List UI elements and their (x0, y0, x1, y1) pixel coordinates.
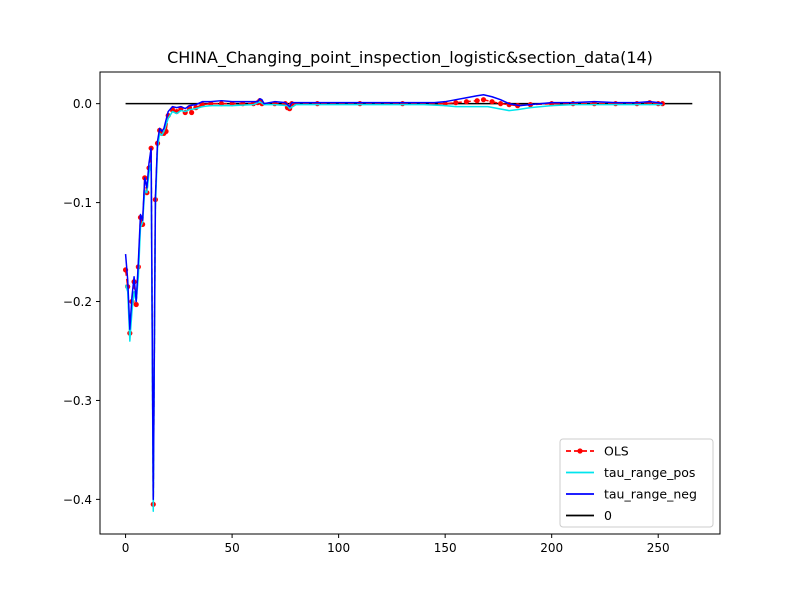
legend-box (559, 438, 714, 528)
ols-point-46 (453, 100, 459, 106)
y-tick-label-4: −0.4 (63, 493, 92, 507)
legend-label-0: OLS (604, 444, 629, 459)
ols-point-50 (489, 99, 495, 105)
x-tick-label-3: 150 (434, 541, 457, 555)
x-tick-label-0: 0 (122, 541, 130, 555)
ols-point-47 (463, 99, 470, 105)
legend-marker-0 (577, 448, 583, 454)
ols-point-51 (497, 101, 504, 107)
y-tick-label-3: −0.3 (63, 394, 92, 408)
ols-point-42 (314, 101, 320, 107)
ols-point-49 (480, 97, 487, 103)
x-tick-label-1: 50 (224, 541, 239, 555)
series-group (122, 94, 693, 512)
ols-point-5 (133, 301, 139, 308)
legend-label-3: 0 (604, 508, 612, 523)
x-tick-label-5: 250 (647, 541, 670, 555)
y-tick-label-0: 0.0 (73, 97, 92, 111)
axes: 0 50 100 150 200 250 0.0 −0.1 −0.2 −0.3 −0.4 (63, 71, 721, 555)
legend-label-1: tau_range_pos (604, 465, 695, 480)
y-tick-label-1: −0.1 (63, 196, 92, 210)
ols-point-43 (357, 101, 363, 107)
plot-area (122, 94, 693, 512)
chart-title: CHINA_Changing_point_inspection_logistic… (167, 48, 653, 68)
series-tau-range-neg-line (124, 94, 663, 501)
axes-frame (99, 71, 721, 535)
ols-point-26 (189, 109, 195, 116)
y-tick-label-2: −0.2 (63, 295, 92, 309)
legend: OLS tau_range_pos tau_range_neg 0 (559, 438, 714, 528)
x-tick-label-4: 200 (540, 541, 563, 555)
ols-point-48 (474, 98, 480, 104)
legend-label-2: tau_range_neg (604, 487, 697, 502)
x-tick-label-2: 100 (327, 541, 350, 555)
ols-point-44 (399, 101, 406, 107)
series-tau-range-pos-line (124, 100, 663, 512)
